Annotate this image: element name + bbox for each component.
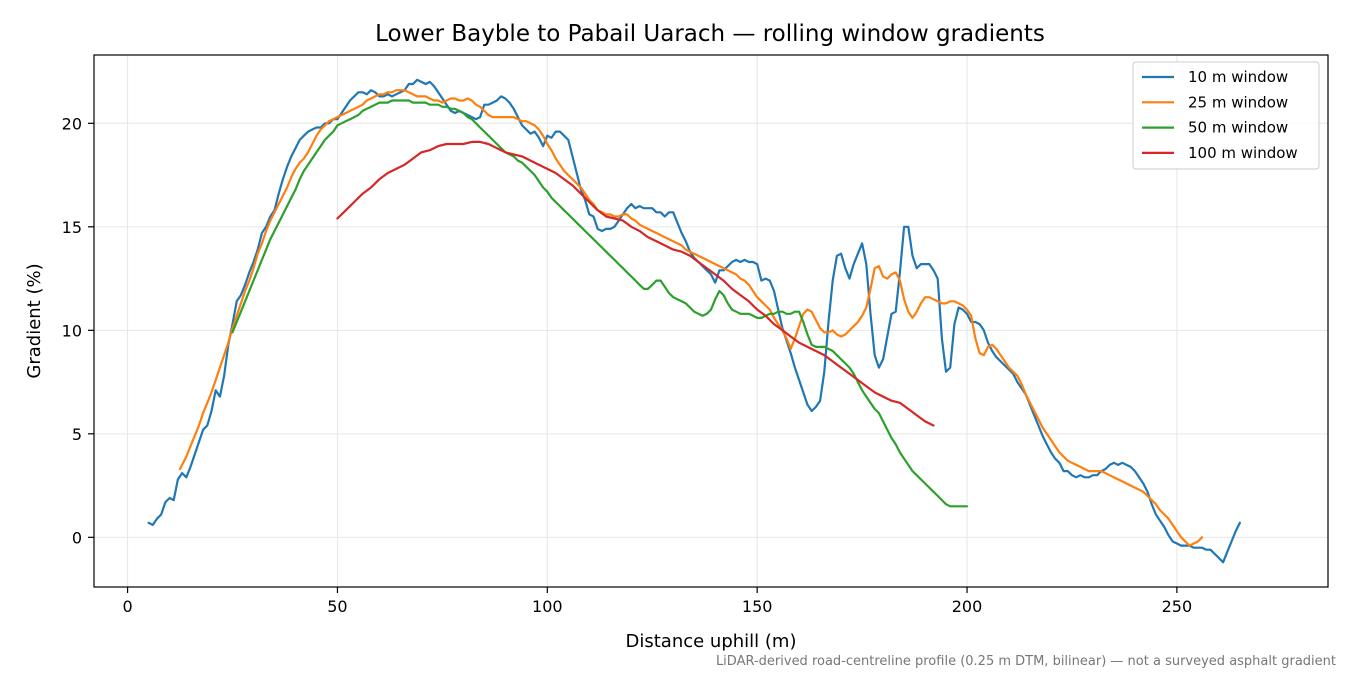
y-tick-label: 5 xyxy=(72,425,82,444)
x-tick-label: 50 xyxy=(327,597,347,616)
series-line-2 xyxy=(178,89,1204,547)
x-tick-label: 0 xyxy=(122,597,132,616)
legend-label: 10 m window xyxy=(1188,68,1288,86)
legend-label: 50 m window xyxy=(1188,119,1288,137)
y-tick-label: 0 xyxy=(72,528,82,547)
series-line-3 xyxy=(231,99,969,508)
chart-title: Lower Bayble to Pabail Uarach — rolling … xyxy=(375,21,1045,47)
series-lines xyxy=(147,78,1241,564)
plot-frame xyxy=(93,54,1329,588)
legend: 10 m window 25 m window 50 m window 100 m w… xyxy=(1132,61,1320,170)
legend-label: 100 m window xyxy=(1188,144,1298,162)
y-axis-ticks: 0 5 10 15 20 xyxy=(62,114,94,547)
y-axis-label: Gradient (%) xyxy=(24,263,45,378)
x-axis-ticks: 0 50 100 150 200 250 xyxy=(122,587,1192,616)
legend-box xyxy=(1132,61,1320,170)
series-line-4 xyxy=(336,140,935,427)
legend-item: 10 m window xyxy=(1142,68,1288,86)
x-tick-label: 150 xyxy=(742,597,773,616)
y-tick-label: 10 xyxy=(62,321,82,340)
y-tick-label: 20 xyxy=(62,114,82,133)
legend-item: 100 m window xyxy=(1142,144,1298,162)
legend-item: 25 m window xyxy=(1142,93,1288,111)
x-tick-label: 250 xyxy=(1162,597,1193,616)
x-tick-label: 100 xyxy=(532,597,563,616)
footnote: LiDAR-derived road-centreline profile (0… xyxy=(716,654,1336,669)
legend-item: 50 m window xyxy=(1142,119,1288,137)
y-tick-label: 15 xyxy=(62,218,82,237)
x-tick-label: 200 xyxy=(952,597,983,616)
legend-label: 25 m window xyxy=(1188,93,1288,111)
x-axis-label: Distance uphill (m) xyxy=(626,631,797,652)
